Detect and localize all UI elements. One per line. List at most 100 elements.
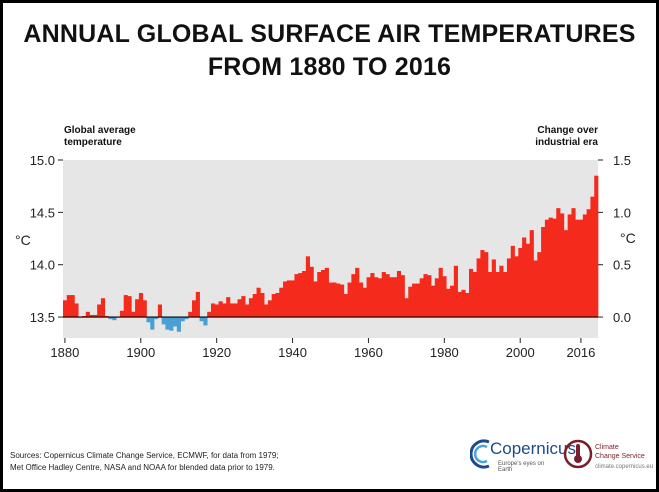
bar-1900 — [138, 292, 144, 318]
bar-2009 — [552, 218, 557, 318]
bar-1960 — [366, 277, 371, 318]
x-tick-label: 1980 — [430, 345, 459, 360]
bar-1968 — [396, 270, 402, 318]
bar-1896 — [123, 295, 128, 318]
bar-1993 — [491, 259, 496, 318]
bar-2008 — [548, 217, 553, 318]
bar-1971 — [408, 286, 413, 318]
bar-1935 — [271, 294, 276, 318]
bar-1918 — [207, 311, 212, 318]
bar-1904 — [154, 317, 159, 320]
bar-1983 — [453, 265, 458, 318]
bar-1981 — [446, 288, 451, 318]
bar-2006 — [541, 227, 546, 318]
x-tick-label: 1940 — [278, 345, 307, 360]
bar-1945 — [309, 266, 314, 318]
bar-1927 — [241, 296, 246, 318]
bar-1910 — [176, 317, 181, 332]
bar-1965 — [385, 274, 390, 318]
bar-1922 — [222, 303, 227, 318]
bar-1953 — [339, 284, 345, 318]
bar-1994 — [495, 272, 500, 318]
bar-2005 — [537, 252, 542, 318]
left-tick-label: 13.5 — [30, 310, 55, 325]
bar-1909 — [173, 317, 178, 327]
bar-1915 — [195, 291, 200, 318]
bar-1977 — [431, 285, 436, 318]
left-axis: 13.5 14.0 14.5 15.0 — [30, 153, 63, 325]
right-tick-label: 1.0 — [613, 205, 631, 220]
bar-2010 — [556, 208, 561, 318]
bar-2002 — [525, 243, 531, 318]
bar-1987 — [468, 268, 474, 318]
bar-1911 — [180, 317, 185, 322]
bar-1895 — [119, 310, 125, 318]
right-axis-caption-line2: industrial era — [535, 137, 598, 148]
bar-1883 — [74, 303, 79, 318]
copernicus-logo: Copernicus Europe's eyes on Earth — [470, 437, 576, 475]
bar-1941 — [294, 274, 299, 318]
left-axis-caption: Global average temperature — [64, 125, 136, 149]
thermometer-globe-icon — [563, 439, 593, 469]
bar-1920 — [214, 304, 219, 318]
bar-2007 — [544, 219, 550, 318]
bar-1881 — [66, 295, 71, 318]
bar-1976 — [427, 275, 432, 318]
bar-1950 — [328, 282, 333, 318]
bar-2003 — [529, 230, 534, 318]
bar-1936 — [275, 292, 280, 318]
bar-1913 — [188, 311, 193, 318]
bar-2013 — [567, 214, 572, 318]
bars-group — [63, 175, 599, 332]
bar-1931 — [256, 287, 261, 318]
bar-1959 — [362, 287, 367, 318]
bar-1954 — [343, 294, 348, 318]
bar-2018 — [586, 209, 591, 318]
bar-1889 — [97, 304, 102, 318]
bar-1984 — [457, 291, 462, 318]
bar-1937 — [279, 287, 284, 318]
bar-1947 — [317, 272, 322, 318]
bar-1963 — [377, 278, 383, 318]
bar-1970 — [404, 298, 409, 318]
x-tick-label: 2000 — [506, 345, 535, 360]
bar-1978 — [434, 278, 439, 318]
bar-1887 — [89, 314, 94, 318]
left-tick-label: 14.0 — [30, 258, 55, 273]
bar-1942 — [298, 273, 303, 318]
bar-1912 — [184, 317, 189, 320]
bar-1967 — [393, 277, 398, 318]
bar-2015 — [575, 219, 580, 318]
bar-1972 — [412, 283, 417, 318]
right-axis-unit: °C — [620, 230, 636, 246]
chart-title-line1: ANNUAL GLOBAL SURFACE AIR TEMPERATURES — [23, 20, 636, 48]
bar-1929 — [248, 298, 254, 318]
bar-1957 — [355, 267, 360, 318]
bar-1990 — [480, 250, 485, 318]
bar-1901 — [142, 300, 147, 318]
bar-1932 — [260, 292, 265, 318]
bar-1933 — [264, 304, 269, 318]
bar-1989 — [476, 258, 481, 318]
bar-1999 — [514, 256, 519, 318]
bar-2017 — [582, 214, 587, 318]
bar-1986 — [465, 292, 470, 318]
bar-2019 — [590, 196, 595, 318]
bar-1930 — [252, 294, 257, 318]
left-axis-unit: °C — [15, 232, 31, 248]
bar-1926 — [237, 299, 242, 318]
bar-1899 — [135, 299, 140, 318]
bar-1991 — [484, 252, 489, 318]
bar-1966 — [389, 277, 394, 318]
right-axis-caption-line1: Change over — [537, 125, 598, 136]
bar-1880 — [63, 300, 68, 318]
bar-1956 — [351, 274, 356, 318]
bar-1888 — [93, 314, 98, 318]
bar-1958 — [358, 282, 364, 318]
left-tick-label: 15.0 — [30, 153, 55, 168]
bar-1985 — [461, 289, 466, 318]
bar-1975 — [423, 274, 428, 318]
bar-1995 — [499, 265, 504, 318]
bar-1943 — [302, 270, 307, 318]
